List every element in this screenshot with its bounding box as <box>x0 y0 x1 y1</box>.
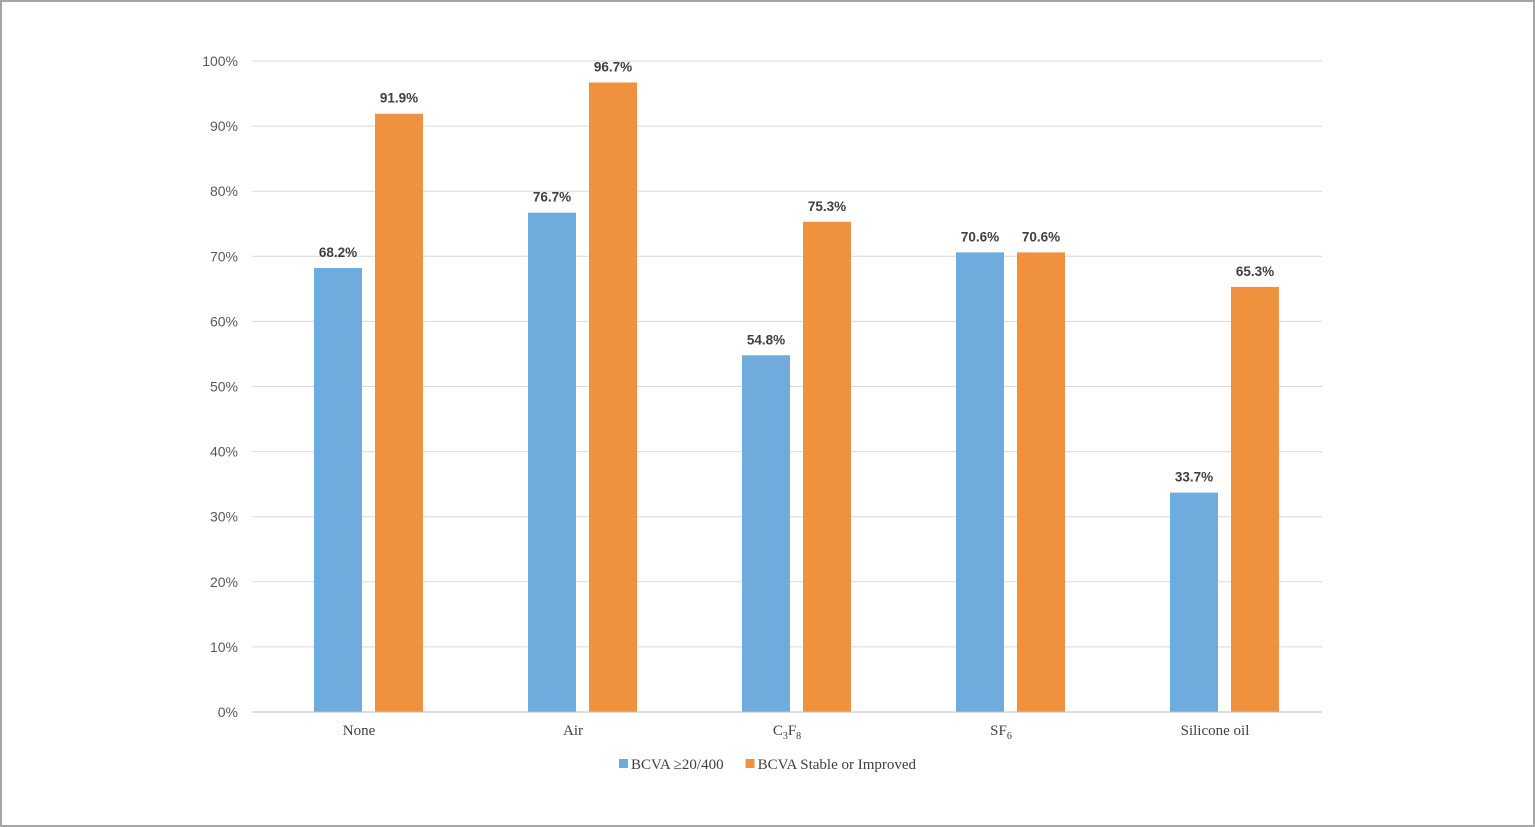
y-tick-label: 10% <box>210 639 238 655</box>
category-label: None <box>343 723 376 739</box>
y-tick-label: 100% <box>202 53 238 69</box>
y-axis-tick-labels: 0% 10% 20% 30% 40% 50% 60% 70% 80% 90% 100% <box>202 53 238 720</box>
x-axis-category-labels: None Air C3F8 SF6 Silicone oil <box>343 723 1250 742</box>
bar-bcva-stable-improved <box>589 82 637 712</box>
y-tick-label: 40% <box>210 444 238 460</box>
bar-bcva-20-400 <box>314 268 362 712</box>
data-label: 70.6% <box>1022 229 1060 244</box>
legend-label-bcva-stable-improved: BCVA Stable or Improved <box>758 757 917 773</box>
category-label: Air <box>563 723 583 739</box>
legend-label-bcva-20-400: BCVA ≥20/400 <box>631 757 724 773</box>
data-label: 54.8% <box>747 332 785 347</box>
data-label: 91.9% <box>380 91 418 106</box>
data-label: 70.6% <box>961 229 999 244</box>
bar-bcva-stable-improved <box>1231 286 1279 712</box>
y-tick-label: 50% <box>210 379 238 395</box>
y-tick-label: 70% <box>210 248 238 264</box>
data-labels: 68.2% 91.9% 76.7% 96.7% 54.8% 75.3% 70.6% 70.6%… <box>319 59 1274 484</box>
bars <box>314 82 1279 713</box>
bar-bcva-stable-improved <box>803 221 851 712</box>
y-tick-label: 20% <box>210 574 238 590</box>
data-label: 65.3% <box>1236 264 1274 279</box>
data-label: 68.2% <box>319 245 357 260</box>
data-label: 76.7% <box>533 190 571 205</box>
category-label: Silicone oil <box>1181 723 1250 739</box>
legend: BCVA ≥20/400 BCVA Stable or Improved <box>619 757 917 773</box>
y-tick-label: 0% <box>218 704 238 720</box>
legend-swatch-bcva-20-400 <box>619 759 628 768</box>
y-tick-label: 80% <box>210 183 238 199</box>
bar-bcva-20-400 <box>742 355 790 712</box>
y-tick-label: 60% <box>210 313 238 329</box>
bar-bcva-20-400 <box>956 252 1004 713</box>
data-label: 75.3% <box>808 199 846 214</box>
legend-swatch-bcva-stable-improved <box>745 759 755 768</box>
data-label: 33.7% <box>1175 470 1213 485</box>
bar-bcva-20-400 <box>528 212 576 713</box>
bar-bcva-20-400 <box>1170 492 1218 712</box>
category-label: SF6 <box>990 723 1012 742</box>
data-label: 96.7% <box>594 59 632 74</box>
bar-bcva-stable-improved <box>375 113 423 712</box>
bar-bcva-stable-improved <box>1017 252 1065 713</box>
y-tick-label: 30% <box>210 509 238 525</box>
y-tick-label: 90% <box>210 118 238 134</box>
category-label: C3F8 <box>773 723 801 742</box>
